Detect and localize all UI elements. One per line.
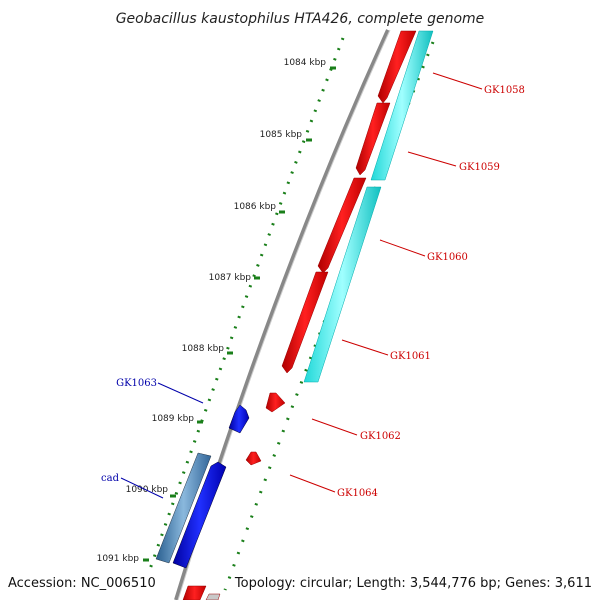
- gene-label-gk1059: GK1059: [459, 162, 500, 173]
- tick-label: 1088 kbp: [182, 344, 225, 354]
- gene-arrow-gk1058: [377, 30, 417, 104]
- gene-label-gk1058: GK1058: [484, 85, 525, 96]
- feature-track-reverse: [155, 452, 212, 564]
- backbone-ring: [174, 29, 390, 600]
- gene-arrow-gk1059: [355, 102, 391, 176]
- tick-marks: [143, 66, 336, 562]
- feature-track-forward: [303, 30, 434, 383]
- gene-label-cad: cad: [101, 473, 120, 484]
- tick-label: 1085 kbp: [260, 130, 303, 140]
- gene-arrow-gk1064: [245, 451, 262, 466]
- gene-arrow-gk1061: [281, 271, 329, 374]
- gene-label-gk1063: GK1063: [116, 378, 157, 389]
- map-title: Geobacillus kaustophilus HTA426, complet…: [116, 11, 485, 27]
- label-leaders: [120, 72, 483, 499]
- tick-label: 1091 kbp: [97, 554, 140, 564]
- topology-text: Topology: circular; Length: 3,544,776 bp…: [234, 576, 592, 591]
- gene-label-gk1062: GK1062: [360, 431, 401, 442]
- tick-label: 1084 kbp: [284, 58, 327, 68]
- gene-arrow-gk1060: [317, 177, 367, 274]
- accession-text: Accession: NC_006510: [8, 576, 156, 591]
- tick-label: 1087 kbp: [209, 273, 252, 283]
- gene-arrow-cad: [172, 461, 227, 569]
- tick-label: 1086 kbp: [234, 202, 277, 212]
- forward-cds-track: [182, 30, 417, 600]
- gc-ring-inner: [146, 37, 345, 576]
- gene-label-gk1064: GK1064: [337, 488, 378, 499]
- gene-label-gk1061: GK1061: [390, 351, 431, 362]
- gene-arrow-gk1063: [228, 404, 250, 434]
- reverse-cds-track: [172, 404, 250, 569]
- gene-label-gk1060: GK1060: [427, 252, 468, 263]
- gene-arrow-gk1062: [265, 392, 286, 413]
- tick-label: 1089 kbp: [152, 414, 195, 424]
